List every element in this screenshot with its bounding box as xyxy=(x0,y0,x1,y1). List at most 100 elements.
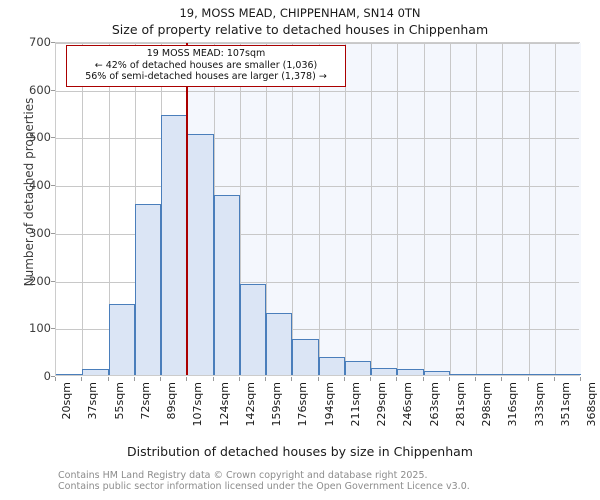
x-axis-tick-mark xyxy=(133,377,135,381)
histogram-bar xyxy=(82,369,109,375)
chart-title-block: 19, MOSS MEAD, CHIPPENHAM, SN14 0TN Size… xyxy=(0,6,600,38)
x-axis-tick-label: 142sqm xyxy=(243,382,257,427)
annotation-line-2: ← 42% of detached houses are smaller (1,… xyxy=(94,59,318,71)
x-axis-tick-label: 368sqm xyxy=(585,382,598,427)
x-axis-tick-mark xyxy=(265,377,266,381)
gridline-vertical xyxy=(371,43,372,375)
x-axis-tick-mark xyxy=(160,377,161,381)
histogram-bar xyxy=(476,373,503,375)
gridline-vertical xyxy=(528,43,530,375)
x-axis-tick-mark xyxy=(343,377,345,381)
gridline-vertical xyxy=(108,43,110,375)
x-axis-tick-label: 263sqm xyxy=(427,382,441,427)
x-axis-tick-label: 246sqm xyxy=(401,382,415,427)
x-axis-tick-mark xyxy=(317,377,319,381)
x-axis-tick-label: 194sqm xyxy=(322,382,336,427)
histogram-bar xyxy=(266,312,293,375)
page-title: 19, MOSS MEAD, CHIPPENHAM, SN14 0TN xyxy=(179,6,421,20)
x-axis-tick-label: 72sqm xyxy=(138,382,152,420)
x-axis-tick-mark xyxy=(580,377,581,381)
chart-subtitle: Size of property relative to detached ho… xyxy=(111,22,489,37)
y-axis-tick-mark xyxy=(51,89,55,91)
histogram-bar xyxy=(554,374,581,375)
gridline-vertical xyxy=(554,43,556,375)
gridline-horizontal xyxy=(56,138,579,140)
x-axis-tick-mark xyxy=(212,377,214,381)
x-axis-tick-label: 298sqm xyxy=(480,382,493,427)
x-axis-tick-label: 351sqm xyxy=(558,382,572,427)
x-axis-tick-mark xyxy=(55,377,56,381)
y-axis-tick-mark xyxy=(51,328,55,330)
gridline-horizontal xyxy=(56,281,579,283)
y-axis-tick-mark xyxy=(51,185,55,187)
gridline-vertical xyxy=(292,43,294,375)
x-axis-tick-mark xyxy=(501,377,503,381)
gridline-horizontal xyxy=(56,186,579,188)
y-axis-tick-mark xyxy=(51,42,55,43)
histogram-bar xyxy=(318,356,345,375)
histogram-bar xyxy=(56,373,83,375)
x-axis-tick-label: 316sqm xyxy=(506,382,520,427)
y-axis-tick-label: 600 xyxy=(29,82,51,97)
gridline-vertical xyxy=(344,43,346,375)
y-axis-tick-label: 300 xyxy=(29,225,51,240)
y-axis-label: Number of detached properties xyxy=(22,97,36,287)
x-axis-tick-label: 55sqm xyxy=(112,382,126,420)
x-axis-tick-label: 89sqm xyxy=(165,382,178,420)
histogram-bar xyxy=(134,203,161,375)
gridline-vertical xyxy=(423,43,425,375)
y-axis-tick-label: 500 xyxy=(29,130,51,145)
histogram-bar xyxy=(344,361,371,375)
x-axis-tick-label: 124sqm xyxy=(217,382,231,427)
x-axis-tick-mark xyxy=(81,377,83,381)
histogram-bar xyxy=(292,338,319,375)
gridline-vertical xyxy=(502,43,504,375)
gridline-vertical xyxy=(449,43,451,375)
annotation-line-3: 56% of semi-detached houses are larger (… xyxy=(85,71,327,82)
x-axis-tick-label: 107sqm xyxy=(191,382,205,427)
y-axis-tick-mark xyxy=(51,376,55,377)
x-axis-tick-label: 159sqm xyxy=(270,382,283,427)
plot-area xyxy=(55,42,581,376)
x-axis-tick-label: 176sqm xyxy=(296,382,310,427)
x-axis-tick-mark xyxy=(370,377,371,381)
y-axis-tick-label: 700 xyxy=(29,35,51,49)
histogram-bar xyxy=(528,374,555,375)
footer-line-2: Contains public sector information licen… xyxy=(58,481,470,492)
histogram-bar xyxy=(502,374,529,375)
histogram-bar xyxy=(213,195,240,375)
x-axis-tick-mark xyxy=(527,377,529,381)
histogram-bar xyxy=(397,369,424,375)
footer-line-1: Contains HM Land Registry data © Crown c… xyxy=(58,470,428,481)
y-axis-tick-mark xyxy=(51,280,55,282)
histogram-bar xyxy=(187,134,214,375)
property-annotation-box: 19 MOSS MEAD: 107sqm ← 42% of detached h… xyxy=(66,45,346,87)
x-axis-tick-label: 333sqm xyxy=(532,382,546,427)
histogram-bar xyxy=(108,304,135,375)
gridline-vertical xyxy=(82,43,84,375)
x-axis-tick-mark xyxy=(448,377,450,381)
x-axis-tick-mark xyxy=(553,377,555,381)
property-size-marker-line xyxy=(186,43,189,375)
gridline-vertical xyxy=(239,43,241,375)
gridline-horizontal xyxy=(56,233,579,235)
x-axis-tick-mark xyxy=(396,377,398,381)
y-axis-tick-mark xyxy=(51,137,55,139)
histogram-bar xyxy=(161,114,188,375)
x-axis-tick-label: 281sqm xyxy=(453,382,467,427)
x-axis-tick-mark xyxy=(422,377,424,381)
x-axis-tick-label: 229sqm xyxy=(375,382,388,427)
gridline-vertical xyxy=(266,43,267,375)
attribution-footer: Contains HM Land Registry data © Crown c… xyxy=(58,470,598,492)
gridline-vertical xyxy=(476,43,477,375)
y-axis-tick-mark xyxy=(51,232,55,234)
gridline-vertical xyxy=(318,43,320,375)
x-axis-label: Distribution of detached houses by size … xyxy=(127,444,473,459)
gridline-horizontal xyxy=(56,43,579,44)
gridline-vertical xyxy=(397,43,399,375)
x-axis-tick-mark xyxy=(475,377,476,381)
y-axis-tick-label: 400 xyxy=(29,178,51,193)
histogram-bar xyxy=(423,371,450,375)
x-axis-tick-mark xyxy=(238,377,240,381)
